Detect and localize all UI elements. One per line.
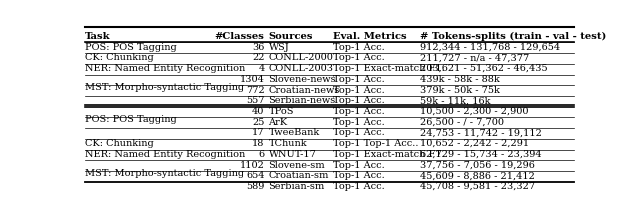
- Text: Eval. Metrics: Eval. Metrics: [333, 32, 406, 41]
- Text: 37,756 - 7,056 - 19,296: 37,756 - 7,056 - 19,296: [420, 160, 534, 169]
- Text: Top-1 Acc.: Top-1 Acc.: [333, 128, 385, 137]
- Text: Serbian-sm: Serbian-sm: [269, 182, 324, 191]
- Text: 22: 22: [252, 54, 264, 62]
- Text: 439k - 58k - 88k: 439k - 58k - 88k: [420, 75, 499, 84]
- Text: Top-1 Exact-match F1.: Top-1 Exact-match F1.: [333, 150, 445, 159]
- Text: 10,652 - 2,242 - 2,291: 10,652 - 2,242 - 2,291: [420, 139, 529, 148]
- Text: ArK: ArK: [269, 118, 287, 127]
- Text: 59k - 11k, 16k: 59k - 11k, 16k: [420, 96, 490, 105]
- Text: 62,729 - 15,734 - 23,394: 62,729 - 15,734 - 23,394: [420, 150, 541, 159]
- Text: 40: 40: [252, 107, 264, 116]
- Text: 10,500 - 2,300 - 2,900: 10,500 - 2,300 - 2,900: [420, 107, 528, 116]
- Text: 557: 557: [246, 96, 264, 105]
- Text: Top-1 Acc.: Top-1 Acc.: [333, 86, 385, 95]
- Text: Slovene-news: Slovene-news: [269, 75, 336, 84]
- Text: 1304: 1304: [239, 75, 264, 84]
- Text: # Tokens-splits (train - val - test): # Tokens-splits (train - val - test): [420, 32, 606, 41]
- Text: 17: 17: [252, 128, 264, 137]
- Text: Croatian-news: Croatian-news: [269, 86, 340, 95]
- Text: Top-1 Acc.: Top-1 Acc.: [333, 75, 385, 84]
- Text: WSJ: WSJ: [269, 43, 289, 52]
- Text: NER: Named Entity Recognition: NER: Named Entity Recognition: [85, 64, 245, 73]
- Text: Slovene-sm: Slovene-sm: [269, 160, 325, 169]
- Text: POS: POS Tagging: POS: POS Tagging: [85, 43, 177, 52]
- Text: Top-1 Acc.: Top-1 Acc.: [333, 43, 385, 52]
- Text: 589: 589: [246, 182, 264, 191]
- Text: CK: Chunking: CK: Chunking: [85, 139, 154, 148]
- Text: 36: 36: [252, 43, 264, 52]
- Text: MST: Morpho-syntactic Tagging: MST: Morpho-syntactic Tagging: [85, 83, 244, 92]
- Text: 26,500 - / - 7,700: 26,500 - / - 7,700: [420, 118, 504, 127]
- Text: Top-1 Acc.: Top-1 Acc.: [333, 54, 385, 62]
- Text: 211,727 - n/a - 47,377: 211,727 - n/a - 47,377: [420, 54, 529, 62]
- Text: 379k - 50k - 75k: 379k - 50k - 75k: [420, 86, 500, 95]
- Text: Serbian-news: Serbian-news: [269, 96, 336, 105]
- Text: POS: POS Tagging: POS: POS Tagging: [85, 115, 177, 124]
- Text: Top-1 Top-1 Acc..: Top-1 Top-1 Acc..: [333, 139, 419, 148]
- Text: 1102: 1102: [239, 160, 264, 169]
- Text: Top-1 Acc.: Top-1 Acc.: [333, 118, 385, 127]
- Text: 6: 6: [259, 150, 264, 159]
- Text: Top-1 Acc.: Top-1 Acc.: [333, 107, 385, 116]
- Text: 25: 25: [252, 118, 264, 127]
- Text: CK: Chunking: CK: Chunking: [85, 54, 154, 62]
- Text: TChunk: TChunk: [269, 139, 307, 148]
- Text: WNUT-17: WNUT-17: [269, 150, 316, 159]
- Text: Top-1 Acc.: Top-1 Acc.: [333, 160, 385, 169]
- Text: TPoS: TPoS: [269, 107, 294, 116]
- Text: 772: 772: [246, 86, 264, 95]
- Text: 4: 4: [259, 64, 264, 73]
- Text: Task: Task: [85, 32, 111, 41]
- Text: 18: 18: [252, 139, 264, 148]
- Text: CONLL-2000: CONLL-2000: [269, 54, 333, 62]
- Text: 912,344 - 131,768 - 129,654: 912,344 - 131,768 - 129,654: [420, 43, 560, 52]
- Text: 45,609 - 8,886 - 21,412: 45,609 - 8,886 - 21,412: [420, 171, 534, 180]
- Text: Top-1 Acc.: Top-1 Acc.: [333, 182, 385, 191]
- Text: Top-1 Acc.: Top-1 Acc.: [333, 96, 385, 105]
- Text: CONLL-2003: CONLL-2003: [269, 64, 333, 73]
- Text: Sources: Sources: [269, 32, 313, 41]
- Text: Top-1 Exact-match F1.: Top-1 Exact-match F1.: [333, 64, 445, 73]
- Text: 24,753 - 11,742 - 19,112: 24,753 - 11,742 - 19,112: [420, 128, 541, 137]
- Text: 203,621 - 51,362 - 46,435: 203,621 - 51,362 - 46,435: [420, 64, 547, 73]
- Text: NER: Named Entity Recognition: NER: Named Entity Recognition: [85, 150, 245, 159]
- Text: 45,708 - 9,581 - 23,327: 45,708 - 9,581 - 23,327: [420, 182, 535, 191]
- Text: #Classes: #Classes: [214, 32, 264, 41]
- Text: TweeBank: TweeBank: [269, 128, 320, 137]
- Text: Croatian-sm: Croatian-sm: [269, 171, 329, 180]
- Text: 654: 654: [246, 171, 264, 180]
- Text: Top-1 Acc.: Top-1 Acc.: [333, 171, 385, 180]
- Text: MST: Morpho-syntactic Tagging: MST: Morpho-syntactic Tagging: [85, 169, 244, 178]
